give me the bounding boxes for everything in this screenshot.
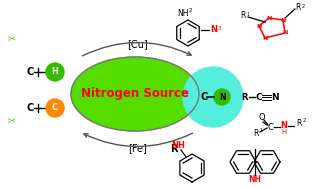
Text: H: H	[52, 67, 58, 77]
Text: C: C	[52, 104, 58, 112]
Text: [Cu]: [Cu]	[128, 39, 148, 49]
Text: R: R	[253, 129, 259, 138]
Text: Nitrogen Source: Nitrogen Source	[81, 88, 189, 101]
Text: NH: NH	[177, 9, 189, 18]
Text: N: N	[282, 30, 288, 36]
Text: H: H	[281, 129, 287, 135]
Text: N: N	[281, 122, 288, 130]
Text: C: C	[267, 122, 273, 132]
Text: N: N	[280, 18, 286, 22]
Text: 3: 3	[217, 26, 221, 30]
Text: O: O	[259, 114, 265, 122]
Circle shape	[46, 63, 64, 81]
Text: N: N	[210, 26, 217, 35]
FancyArrowPatch shape	[82, 43, 191, 56]
Text: C: C	[200, 92, 208, 102]
Text: 2: 2	[301, 4, 305, 9]
Text: NH: NH	[249, 174, 262, 184]
Text: C: C	[256, 92, 262, 101]
Circle shape	[214, 89, 230, 105]
Text: 1: 1	[259, 129, 262, 133]
Text: C: C	[26, 103, 34, 113]
Circle shape	[46, 99, 64, 117]
Text: N: N	[256, 23, 262, 29]
FancyArrowPatch shape	[84, 133, 192, 146]
Text: N: N	[262, 36, 268, 40]
Text: ✂: ✂	[8, 33, 16, 43]
Text: R: R	[242, 92, 248, 101]
Text: 2: 2	[188, 9, 192, 13]
Text: [Fe]: [Fe]	[129, 143, 147, 153]
Text: C: C	[26, 67, 34, 77]
Ellipse shape	[71, 57, 199, 131]
Text: 1: 1	[246, 12, 249, 16]
Text: N: N	[266, 15, 272, 20]
Text: R: R	[240, 12, 246, 20]
Text: 2: 2	[302, 119, 306, 123]
Text: N: N	[271, 92, 279, 101]
Circle shape	[183, 67, 243, 127]
Text: NH: NH	[171, 142, 185, 150]
Text: R: R	[296, 119, 302, 128]
Text: N: N	[219, 92, 225, 101]
Text: R: R	[295, 4, 301, 12]
Text: R: R	[170, 144, 178, 154]
Text: ✂: ✂	[8, 115, 16, 125]
